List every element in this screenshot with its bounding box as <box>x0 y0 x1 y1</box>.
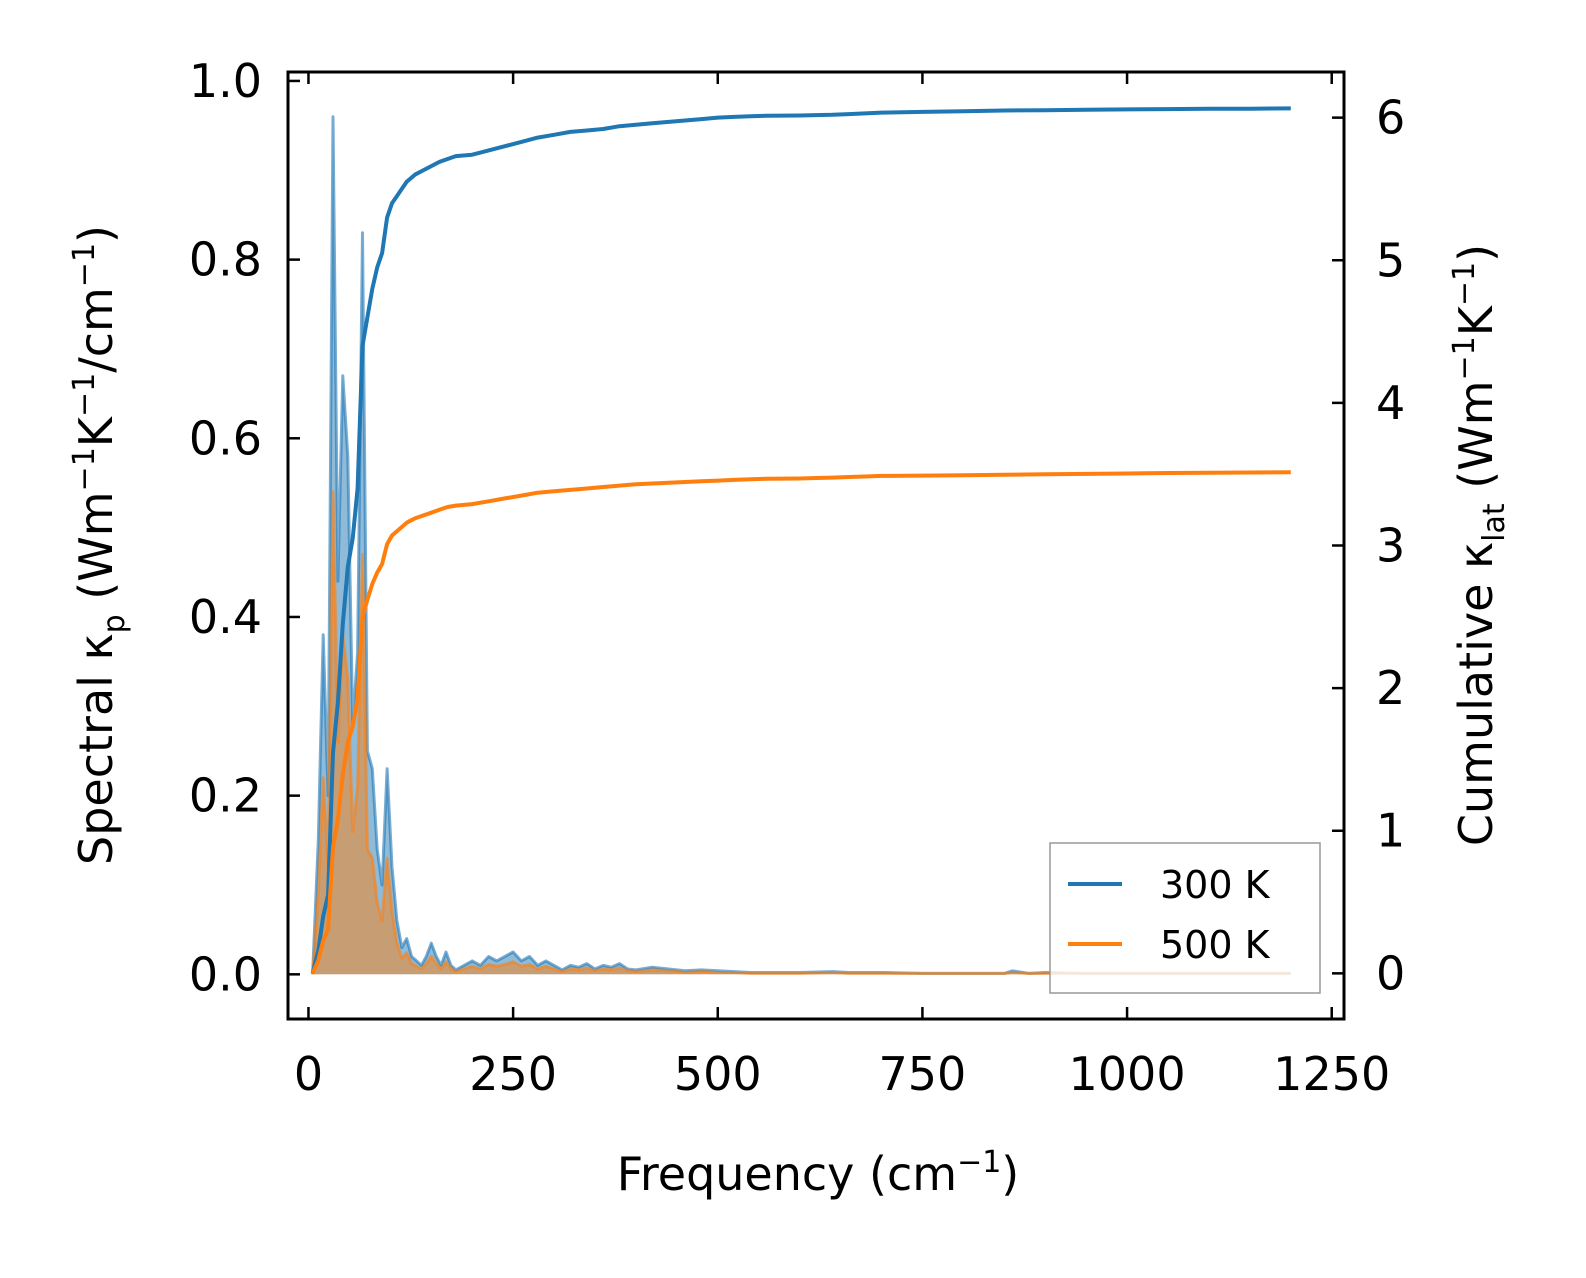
x-tick-label: 1000 <box>1069 1047 1186 1101</box>
y-tick-label-left: 0.0 <box>189 947 262 1001</box>
cumulative-line-1 <box>310 470 1291 975</box>
y-tick-label-right: 1 <box>1376 804 1405 858</box>
y-tick-label-right: 6 <box>1376 91 1405 145</box>
x-tick-label: 250 <box>469 1047 557 1101</box>
x-tick-label: 750 <box>879 1047 967 1101</box>
spectral-line-1 <box>311 490 1291 975</box>
y-tick-label-right: 3 <box>1376 519 1405 573</box>
x-tick-label: 500 <box>674 1047 762 1101</box>
y-axis-label-left: Spectral κp (Wm−1K−1/cm−1) <box>67 225 132 865</box>
y-tick-label-left: 0.2 <box>189 769 262 823</box>
cumulative-line-0 <box>310 106 1291 974</box>
y-tick-label-left: 0.4 <box>189 590 262 644</box>
x-tick-label: 1250 <box>1273 1047 1390 1101</box>
tick-layer: 0 250 500 750 1000 1250 0.0 0.2 0.4 0.6 0.8 1.0 0 1 2 3… <box>189 54 1405 1101</box>
spectral-layer <box>311 115 1291 975</box>
y-axis-label-right: Cumulative κlat (Wm−1K−1) <box>1447 244 1512 846</box>
x-axis-label: Frequency (cm−1) <box>617 1145 1020 1201</box>
legend: 300 K 500 K <box>1049 842 1321 994</box>
y-tick-label-right: 0 <box>1376 946 1405 1000</box>
y-tick-label-right: 2 <box>1376 661 1405 715</box>
x-tick-label: 0 <box>294 1047 323 1101</box>
legend-label-500k: 500 K <box>1160 923 1271 967</box>
y-tick-label-right: 4 <box>1376 376 1405 430</box>
cumulative-layer <box>310 106 1291 975</box>
legend-label-300k: 300 K <box>1160 863 1271 907</box>
y-tick-label-right: 5 <box>1376 233 1405 287</box>
y-tick-label-left: 0.6 <box>189 411 262 465</box>
y-tick-label-left: 1.0 <box>189 54 262 108</box>
y-tick-label-left: 0.8 <box>189 233 262 287</box>
legend-box <box>1049 842 1321 994</box>
